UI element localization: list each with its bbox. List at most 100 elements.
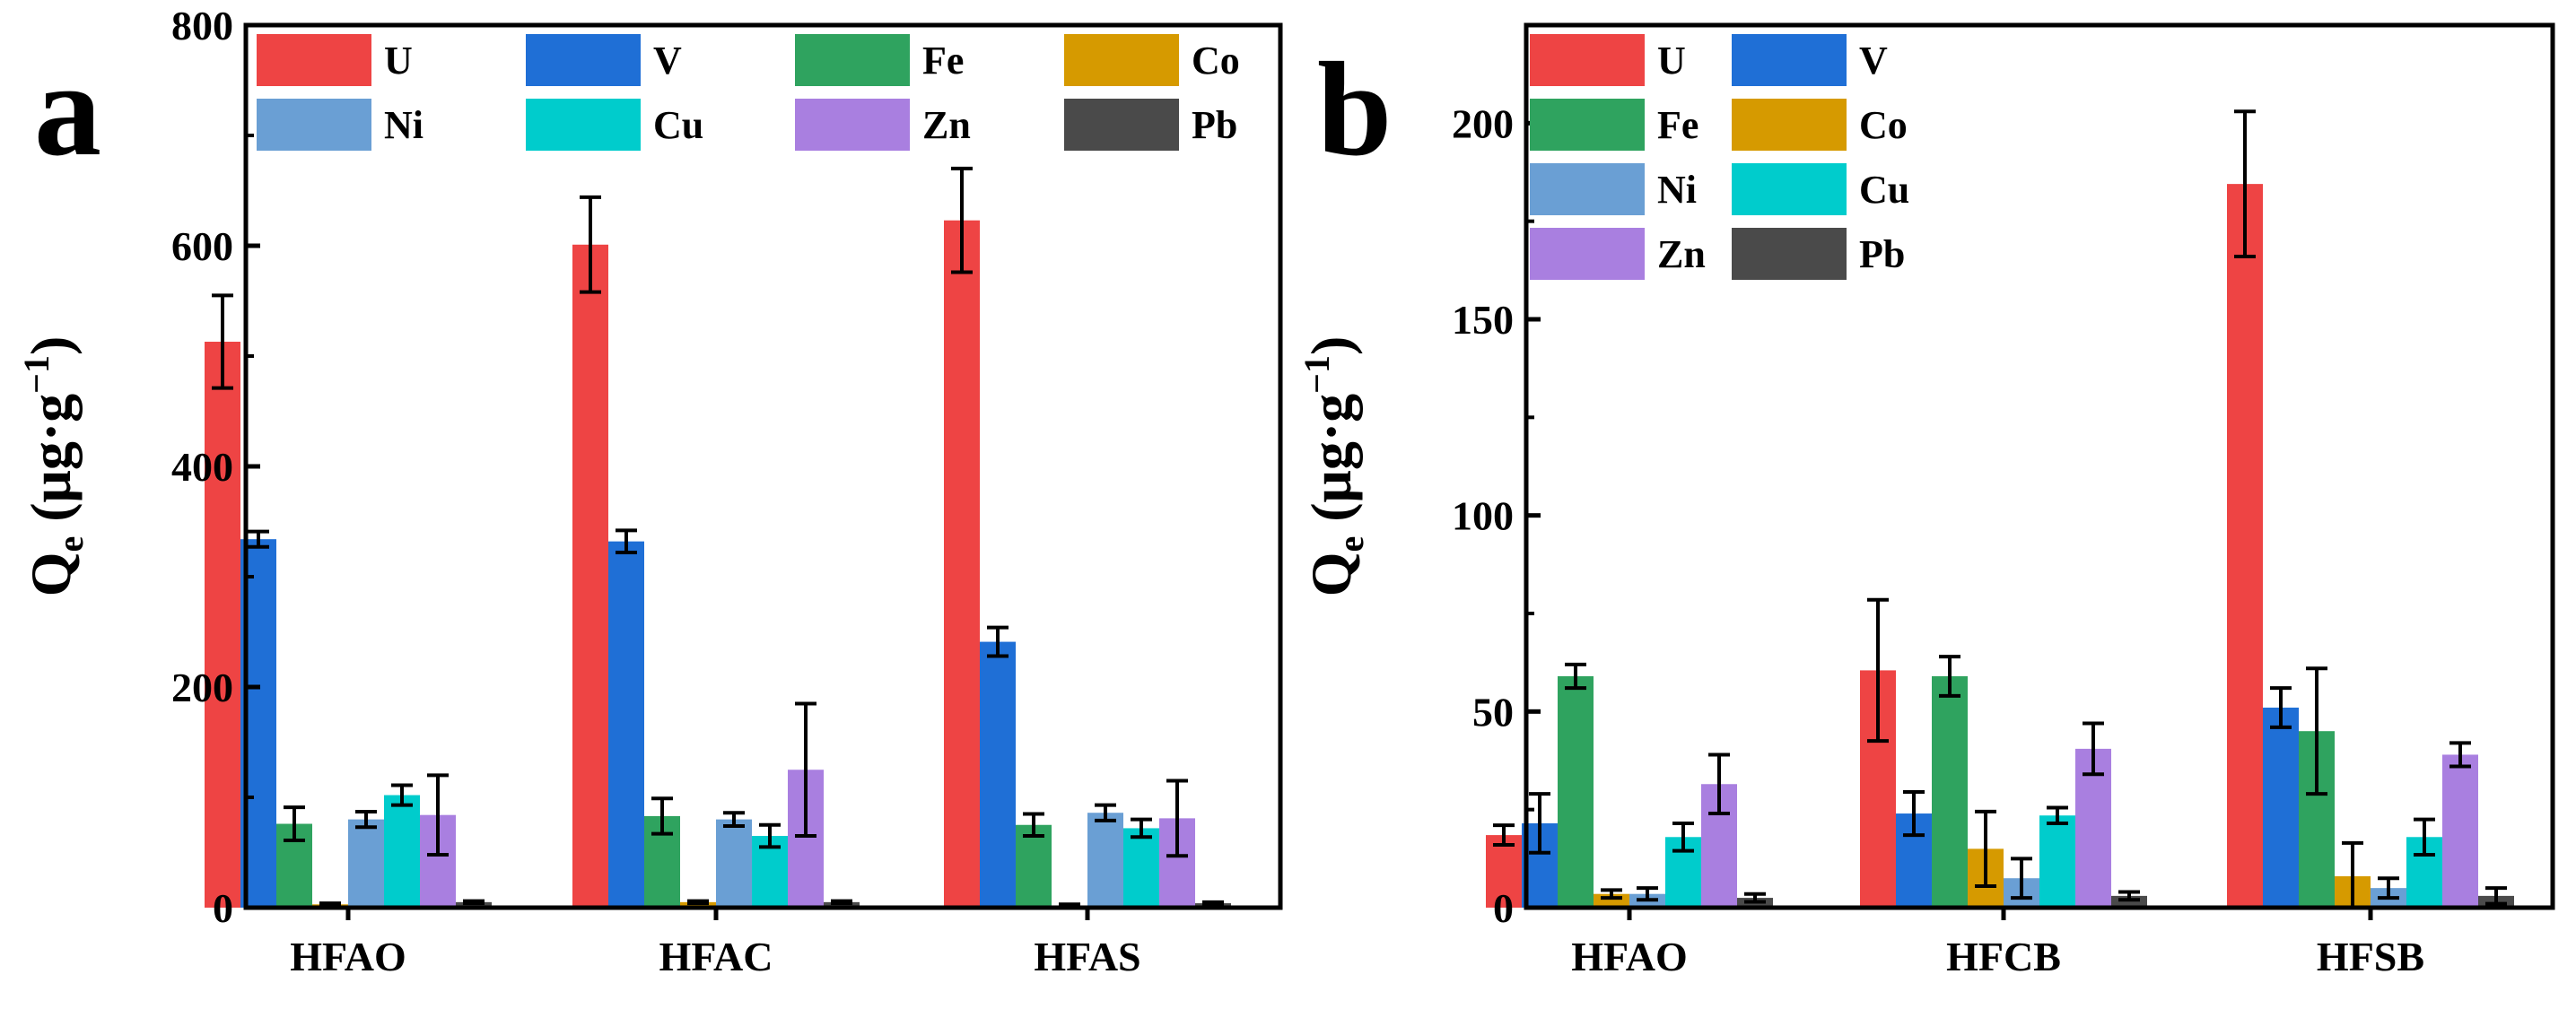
legend-item-v: V xyxy=(1732,34,1888,86)
legend-item-u: U xyxy=(257,34,413,86)
legend-item-pb: Pb xyxy=(1064,99,1237,151)
panel-letter: b xyxy=(1317,35,1392,184)
legend-item-u: U xyxy=(1530,34,1686,86)
bar-u-hfas xyxy=(944,220,980,908)
x-category-label: HFSB xyxy=(2317,934,2424,979)
bar-v-hfas xyxy=(980,641,1016,908)
legend-swatch xyxy=(1530,34,1645,86)
error-bar-co-hfac xyxy=(687,899,709,906)
legend-item-zn: Zn xyxy=(1530,228,1706,280)
bar-u-hfsb xyxy=(2227,184,2263,908)
error-bar-fe-hfcb xyxy=(1939,655,1960,698)
bar-cu-hfas xyxy=(1123,828,1159,908)
error-bar-zn-hfao xyxy=(1708,752,1730,816)
legend-label: Zn xyxy=(922,103,971,147)
error-bar-u-hfcb xyxy=(1867,597,1889,744)
error-bar-v-hfsb xyxy=(2270,686,2292,729)
error-bar-pb-hfao xyxy=(1744,892,1766,904)
legend-item-cu: Cu xyxy=(1732,163,1909,215)
y-tick-label: 600 xyxy=(171,223,233,269)
y-label-units: (μg·g xyxy=(1299,394,1363,536)
error-bar-ni-hfac xyxy=(723,811,745,828)
error-bar-u-hfao xyxy=(1493,823,1515,848)
error-bar-zn-hfao xyxy=(427,773,449,857)
error-bar-zn-hfas xyxy=(1166,778,1188,858)
error-bar-v-hfao xyxy=(248,529,269,549)
error-bar-u-hfsb xyxy=(2234,109,2256,259)
y-label-subscript: e xyxy=(1331,536,1371,552)
error-bar-fe-hfas xyxy=(1023,812,1044,839)
error-bar-u-hfas xyxy=(951,166,973,274)
legend-item-fe: Fe xyxy=(795,34,964,86)
legend-label: Pb xyxy=(1192,103,1237,147)
error-bar-fe-hfao xyxy=(1565,662,1586,691)
legend-item-pb: Pb xyxy=(1732,228,1905,280)
error-bar-zn-hfcb xyxy=(2083,721,2104,777)
error-bar-zn-hfac xyxy=(795,701,816,839)
legend-label: Co xyxy=(1192,39,1240,83)
legend-item-co: Co xyxy=(1064,34,1240,86)
legend-swatch xyxy=(795,34,910,86)
bar-fe-hfao xyxy=(1558,675,1594,908)
bar-v-hfac xyxy=(608,541,644,908)
legend-label: Fe xyxy=(922,39,964,83)
legend-item-ni: Ni xyxy=(257,99,424,151)
plot-frame xyxy=(243,22,1283,910)
legend-item-fe: Fe xyxy=(1530,99,1698,151)
x-category-label: HFCB xyxy=(1946,934,2061,979)
legend-label: Cu xyxy=(1859,168,1909,212)
error-bar-ni-hfsb xyxy=(2378,876,2399,900)
legend-label: Pb xyxy=(1859,232,1905,276)
legend-item-ni: Ni xyxy=(1530,163,1697,215)
legend-label: U xyxy=(1657,39,1686,83)
legend-swatch xyxy=(257,34,371,86)
bar-cu-hfao xyxy=(384,795,420,908)
legend-item-cu: Cu xyxy=(526,99,703,151)
legend-swatch xyxy=(1064,99,1179,151)
error-bar-co-hfao xyxy=(319,901,341,908)
legend-swatch xyxy=(1732,228,1847,280)
legend-swatch xyxy=(526,99,641,151)
y-label-superscript: −1 xyxy=(1297,355,1337,394)
legend-label: V xyxy=(1859,39,1888,83)
legend-label: Ni xyxy=(384,103,424,147)
chart-panel-b: 0 50 100 150 200 HFAO HFCB HFSB b Qe (μg·g−1) U V Fe… xyxy=(1297,22,2555,979)
y-tick-label: 200 xyxy=(1452,100,1514,146)
error-bar-v-hfao xyxy=(1529,792,1550,855)
error-bar-fe-hfac xyxy=(651,796,673,836)
error-bar-v-hfcb xyxy=(1903,789,1925,838)
legend: U V Fe Co Ni Cu Zn Pb xyxy=(1530,34,1909,280)
y-label-main: Q xyxy=(19,552,83,597)
y-label-units-close: ) xyxy=(1299,336,1363,355)
bar-ni-hfac xyxy=(716,819,752,908)
error-bar-pb-hfac xyxy=(831,899,852,906)
y-tick-label: 0 xyxy=(213,885,233,931)
y-tick-label: 50 xyxy=(1472,689,1514,735)
x-category-label: HFAO xyxy=(1571,934,1687,979)
legend-item-zn: Zn xyxy=(795,99,971,151)
error-bar-cu-hfas xyxy=(1131,817,1152,839)
error-bar-ni-hfao xyxy=(355,809,377,830)
y-label-main: Q xyxy=(1299,552,1363,597)
legend-swatch xyxy=(1530,163,1645,215)
legend-label: U xyxy=(384,39,413,83)
legend-label: Zn xyxy=(1657,232,1706,276)
legend-label: Co xyxy=(1859,103,1908,147)
error-bar-v-hfac xyxy=(616,528,637,554)
error-bar-cu-hfao xyxy=(1672,821,1694,853)
bar-cu-hfcb xyxy=(2039,815,2075,908)
y-label-subscript: e xyxy=(50,536,91,552)
bar-ni-hfas xyxy=(1087,813,1123,908)
bar-zn-hfsb xyxy=(2442,754,2478,908)
legend-swatch xyxy=(1064,34,1179,86)
plot-frame xyxy=(1524,22,2555,910)
y-tick-label: 200 xyxy=(171,665,233,710)
legend-swatch xyxy=(1732,163,1847,215)
bar-fe-hfas xyxy=(1016,824,1052,908)
bar-u-hfao xyxy=(1486,835,1522,908)
error-bar-ni-hfcb xyxy=(2011,857,2032,900)
bar-v-hfsb xyxy=(2263,707,2299,908)
error-bar-pb-hfcb xyxy=(2118,890,2140,902)
y-tick-label: 150 xyxy=(1452,297,1514,343)
